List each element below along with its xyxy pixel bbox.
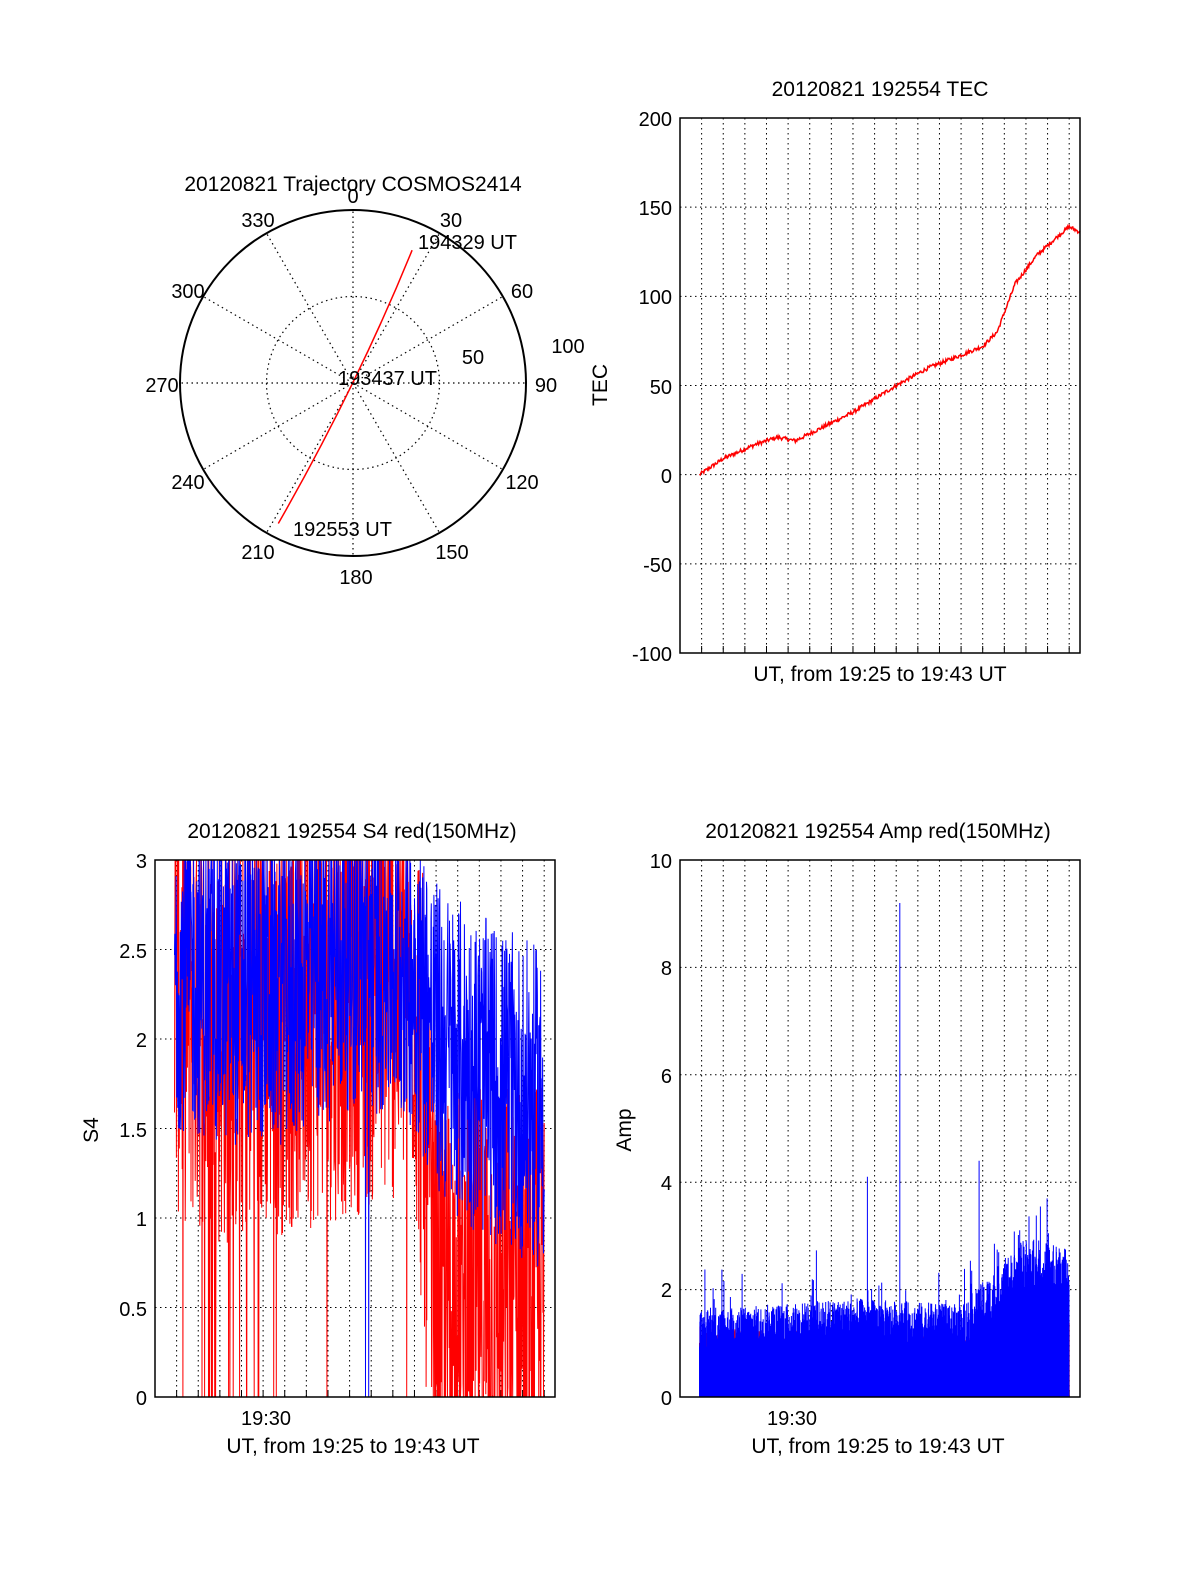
s4-blue-line (174, 859, 545, 1398)
azimuth-label: 0 (347, 186, 358, 208)
azimuth-label: 60 (511, 281, 533, 303)
azimuth-label: 330 (241, 210, 274, 232)
amp-xlabel: UT, from 19:25 to 19:43 UT (751, 1435, 1004, 1458)
s4-title: 20120821 192554 S4 red(150MHz) (187, 820, 516, 843)
s4-plot-frame (154, 859, 556, 1398)
tec-y-ticks: -100 -50 0 50 100 150 200 (632, 109, 672, 666)
tec-grid (680, 118, 1080, 653)
tec-ytick-label: 150 (639, 198, 672, 220)
amp-ylabel: Amp (613, 1108, 636, 1151)
polar-outer-circle (179, 209, 527, 557)
tec-ytick-label: 50 (650, 377, 672, 399)
trajectory-end-label: 194329 UT (418, 232, 517, 254)
trajectory-panel: 20120821 Trajectory COSMOS2414 0 30 60 9… (145, 173, 584, 589)
amp-ytick-label: 0 (661, 1388, 672, 1410)
s4-ylabel: S4 (80, 1117, 103, 1143)
amp-y-ticks: 0 2 4 6 8 10 (650, 851, 672, 1410)
azimuth-label: 210 (241, 542, 274, 564)
azimuth-label: 300 (171, 281, 204, 303)
polar-grid (180, 210, 526, 556)
amp-blue-line (699, 903, 1070, 1397)
azimuth-label: 150 (435, 542, 468, 564)
tec-xlabel: UT, from 19:25 to 19:43 UT (753, 663, 1006, 686)
amp-ytick-label: 4 (661, 1173, 672, 1195)
s4-blue-series (174, 859, 545, 1398)
s4-ytick-label: 2 (136, 1030, 147, 1052)
polar-spoke (202, 295, 354, 384)
radial-ring-label: 50 (462, 347, 484, 369)
tec-ytick-label: 200 (639, 109, 672, 131)
amp-ytick-label: 8 (661, 958, 672, 980)
azimuth-labels: 0 30 60 90 120 150 180 210 240 270 300 3… (145, 186, 557, 589)
trajectory-title: 20120821 Trajectory COSMOS2414 (184, 173, 522, 196)
s4-y-ticks: 0 0.5 1 1.5 2 2.5 3 (119, 851, 147, 1410)
amp-panel: 20120821 192554 Amp red(150MHz) 0 2 4 6 … (613, 820, 1081, 1458)
azimuth-label: 90 (535, 375, 557, 397)
tec-ytick-label: 0 (661, 466, 672, 488)
s4-xtick-label: 19:30 (241, 1408, 291, 1430)
azimuth-label: 270 (145, 375, 178, 397)
amp-title: 20120821 192554 Amp red(150MHz) (705, 820, 1051, 843)
tec-panel: 20120821 192554 TEC -100 -50 0 50 100 15… (589, 78, 1081, 686)
s4-ytick-label: 3 (136, 851, 147, 873)
tec-plot-frame (679, 117, 1081, 654)
azimuth-label: 240 (171, 472, 204, 494)
tec-ytick-label: -100 (632, 644, 672, 666)
amp-ytick-label: 6 (661, 1066, 672, 1088)
polar-spoke (265, 232, 354, 384)
amp-ytick-label: 10 (650, 851, 672, 873)
azimuth-label: 180 (339, 567, 372, 589)
trajectory-track (277, 249, 413, 524)
s4-panel: 20120821 192554 S4 red(150MHz) 0 0.5 1 1… (80, 820, 556, 1458)
polar-spoke (202, 382, 354, 471)
amp-xtick-label: 19:30 (767, 1408, 817, 1430)
polar-spoke (352, 382, 504, 471)
s4-ytick-label: 0 (136, 1388, 147, 1410)
azimuth-label: 120 (505, 472, 538, 494)
amp-plot-frame (679, 859, 1081, 1398)
azimuth-label: 30 (440, 210, 462, 232)
polar-spoke (352, 295, 504, 384)
polar-spoke (352, 382, 441, 534)
s4-ytick-label: 0.5 (119, 1299, 147, 1321)
tec-series-line (698, 223, 1081, 477)
tec-ytick-label: -50 (643, 555, 672, 577)
tec-ylabel: TEC (589, 364, 612, 406)
polar-spoke (265, 382, 354, 534)
amp-blue-series (699, 903, 1070, 1397)
s4-ytick-label: 1 (136, 1209, 147, 1231)
trajectory-mid-label: 193437 UT (338, 368, 437, 390)
tec-ytick-label: 100 (639, 287, 672, 309)
polar-spoke (352, 232, 441, 384)
s4-ytick-label: 1.5 (119, 1120, 147, 1142)
tec-title: 20120821 192554 TEC (772, 78, 989, 101)
radial-ring-label: 100 (551, 336, 584, 358)
amp-ytick-label: 2 (661, 1280, 672, 1302)
s4-ytick-label: 2.5 (119, 941, 147, 963)
trajectory-start-label: 192553 UT (293, 519, 392, 541)
s4-xlabel: UT, from 19:25 to 19:43 UT (226, 1435, 479, 1458)
